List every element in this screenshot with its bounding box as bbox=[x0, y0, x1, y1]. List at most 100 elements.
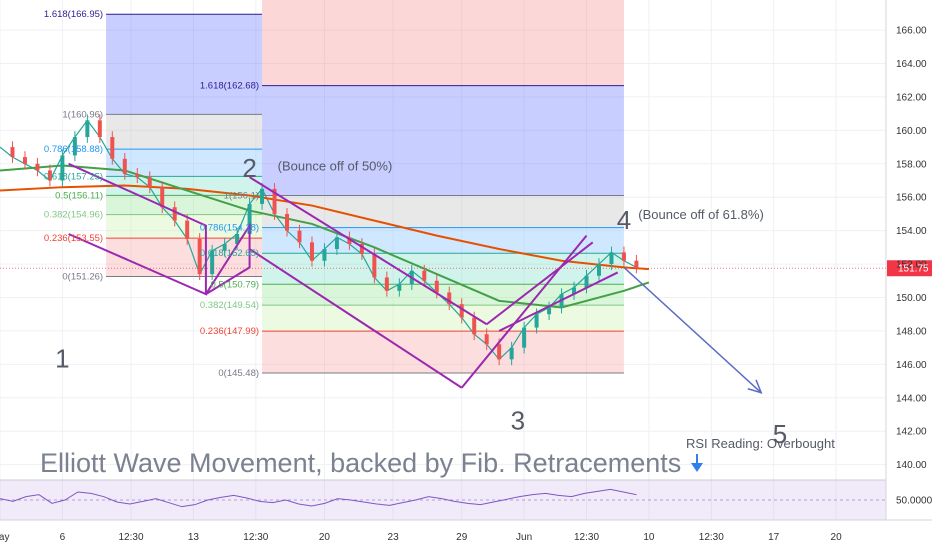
price-tick-label: 148.00 bbox=[896, 326, 927, 337]
candle-body[interactable] bbox=[272, 188, 277, 214]
candle-body[interactable] bbox=[397, 284, 402, 291]
time-tick-label: 10 bbox=[643, 532, 655, 543]
candle-body[interactable] bbox=[10, 147, 15, 158]
rsi-tick-label: 50.0000 bbox=[896, 496, 932, 507]
fib-zone bbox=[106, 195, 263, 215]
fib-level-label: 0.618(152.65) bbox=[200, 248, 259, 259]
candle-body[interactable] bbox=[509, 347, 514, 360]
candle-body[interactable] bbox=[347, 237, 352, 245]
candle-body[interactable] bbox=[147, 177, 152, 188]
time-tick-label: 23 bbox=[388, 532, 400, 543]
candle-body[interactable] bbox=[621, 252, 626, 261]
current-price-label: 151.75 bbox=[898, 264, 929, 275]
candle-body[interactable] bbox=[472, 317, 477, 335]
fib-level-label: 0.618(157.25) bbox=[44, 171, 103, 182]
candle-body[interactable] bbox=[434, 280, 439, 293]
time-tick-label: 17 bbox=[768, 532, 780, 543]
fib-level-label: 0.382(149.54) bbox=[200, 300, 259, 311]
fib-level-label: 0.786(154.18) bbox=[200, 223, 259, 234]
time-tick-label: 13 bbox=[188, 532, 200, 543]
candle-body[interactable] bbox=[85, 120, 90, 138]
candle-body[interactable] bbox=[484, 334, 489, 345]
candle-body[interactable] bbox=[72, 137, 77, 156]
candle-body[interactable] bbox=[47, 170, 52, 181]
price-tick-label: 166.00 bbox=[896, 26, 927, 37]
fib-level-label: 1.618(166.95) bbox=[44, 9, 103, 20]
channel-wave-1[interactable] bbox=[68, 162, 207, 296]
candle-body[interactable] bbox=[60, 155, 65, 181]
candle-body[interactable] bbox=[297, 230, 302, 243]
price-tick-label: 144.00 bbox=[896, 393, 927, 404]
candle-body[interactable] bbox=[334, 237, 339, 250]
fib-level-label: 0.786(158.88) bbox=[44, 144, 103, 155]
fib-level-label: 0.236(147.99) bbox=[200, 326, 259, 337]
candle-body[interactable] bbox=[534, 314, 539, 328]
fib-zone bbox=[262, 227, 624, 254]
candle-body[interactable] bbox=[547, 307, 552, 315]
fib-zone bbox=[262, 284, 624, 306]
candle-body[interactable] bbox=[422, 270, 427, 281]
channel-wave-2[interactable] bbox=[205, 222, 251, 296]
fib-zone bbox=[262, 85, 624, 196]
candle-body[interactable] bbox=[110, 137, 115, 159]
candle-body[interactable] bbox=[309, 242, 314, 261]
candle-body[interactable] bbox=[210, 250, 215, 275]
rsi-line[interactable] bbox=[0, 488, 637, 508]
price-tick-label: 160.00 bbox=[896, 126, 927, 137]
fib-zone bbox=[262, 331, 624, 374]
candle-body[interactable] bbox=[522, 327, 527, 348]
channel-wave-3-lower[interactable] bbox=[249, 248, 463, 389]
channel-wave-4-upper[interactable] bbox=[486, 241, 594, 326]
wave-label-3: 3 bbox=[511, 406, 525, 436]
time-tick-label: 6 bbox=[60, 532, 66, 543]
price-tick-label: 152.00 bbox=[896, 260, 927, 271]
candle-body[interactable] bbox=[235, 233, 240, 245]
fib-level-label: 1.618(162.68) bbox=[200, 81, 259, 92]
candle-body[interactable] bbox=[497, 344, 502, 360]
candle-body[interactable] bbox=[572, 287, 577, 295]
candle-body[interactable] bbox=[359, 244, 364, 255]
channel-wave-4[interactable] bbox=[460, 235, 588, 389]
series-line-ma-200[interactable] bbox=[0, 184, 649, 271]
price-tick-label: 150.00 bbox=[896, 293, 927, 304]
candle-body[interactable] bbox=[322, 249, 327, 261]
candle-body[interactable] bbox=[596, 264, 601, 276]
candle-body[interactable] bbox=[459, 304, 464, 318]
candle-body[interactable] bbox=[35, 163, 40, 171]
candle-body[interactable] bbox=[285, 213, 290, 231]
price-tick-label: 156.00 bbox=[896, 193, 927, 204]
candle-body[interactable] bbox=[160, 187, 165, 208]
fib-zone bbox=[106, 238, 263, 277]
fib-zone bbox=[106, 176, 263, 196]
candle-body[interactable] bbox=[260, 188, 265, 204]
time-tick-label: May bbox=[0, 532, 9, 543]
projection-arrow-shaft[interactable] bbox=[623, 266, 762, 394]
candle-body[interactable] bbox=[135, 173, 140, 178]
candle-body[interactable] bbox=[222, 244, 227, 251]
time-tick-label: 29 bbox=[456, 532, 468, 543]
candle-body[interactable] bbox=[372, 254, 377, 278]
candle-body[interactable] bbox=[185, 220, 190, 239]
price-tick-label: 162.00 bbox=[896, 92, 927, 103]
candle-body[interactable] bbox=[584, 275, 589, 288]
candle-body[interactable] bbox=[609, 252, 614, 265]
price-tick-label: 158.00 bbox=[896, 159, 927, 170]
fib-zone bbox=[106, 214, 263, 239]
candle-body[interactable] bbox=[634, 260, 639, 268]
candle-body[interactable] bbox=[247, 203, 252, 234]
candle-body[interactable] bbox=[197, 239, 202, 275]
channel-wave-3-upper[interactable] bbox=[249, 176, 488, 326]
fib-zone bbox=[262, 305, 624, 332]
time-tick-label: 20 bbox=[831, 532, 843, 543]
candle-body[interactable] bbox=[122, 158, 127, 174]
candle-body[interactable] bbox=[384, 277, 389, 291]
candle-body[interactable] bbox=[447, 292, 452, 305]
candle-body[interactable] bbox=[97, 120, 102, 138]
channel-wave-4-lower[interactable] bbox=[498, 271, 619, 332]
candle-body[interactable] bbox=[22, 157, 27, 164]
candle-body[interactable] bbox=[172, 207, 177, 221]
time-tick-label: 12:30 bbox=[699, 532, 724, 543]
series-line-close[interactable] bbox=[0, 119, 637, 361]
